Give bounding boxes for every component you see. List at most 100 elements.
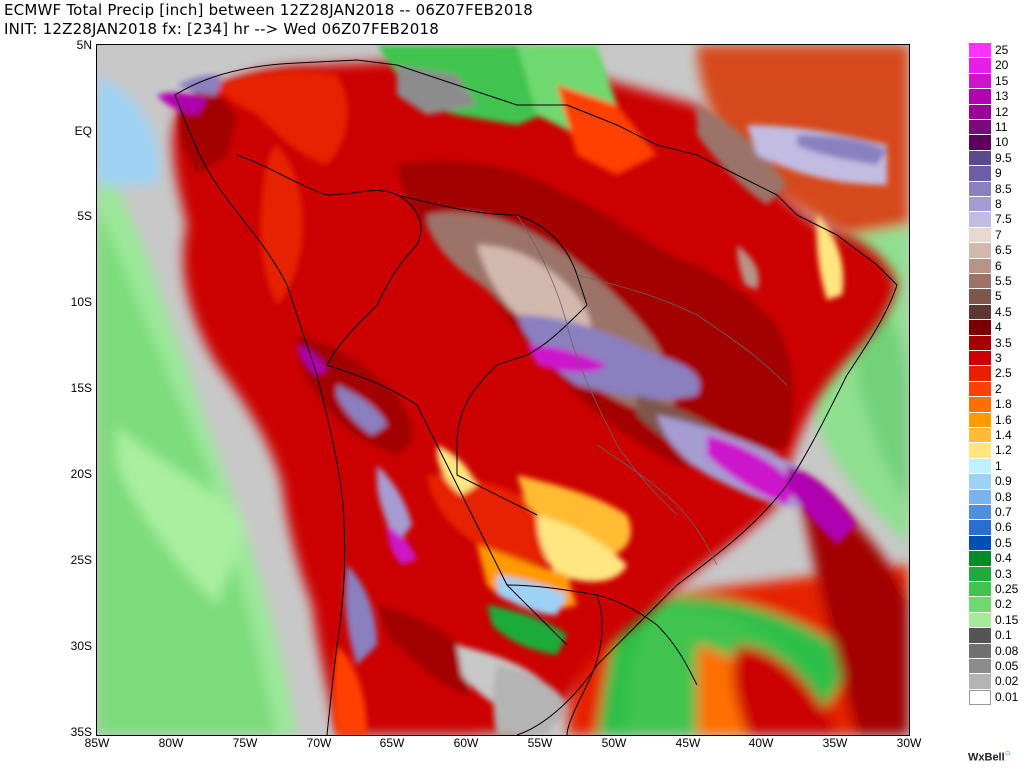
lat-label-30s: 30S xyxy=(70,639,92,653)
lon-label-60w: 60W xyxy=(453,736,479,750)
legend-label: 3.5 xyxy=(995,335,1012,350)
legend-swatch xyxy=(969,659,991,675)
legend-swatch xyxy=(969,135,991,151)
legend-swatch xyxy=(969,43,991,59)
legend-item: 2 xyxy=(969,381,1021,398)
lon-label-55w: 55W xyxy=(527,736,553,750)
wxbell-credit: WxBell○ xyxy=(968,748,1011,764)
legend-item: 0.4 xyxy=(969,551,1021,567)
legend-swatch xyxy=(969,320,991,336)
legend-label: 5.5 xyxy=(995,274,1012,288)
legend-swatch xyxy=(969,597,991,613)
wxbell-dot-icon: ○ xyxy=(1004,748,1011,759)
lon-label-40w: 40W xyxy=(748,736,774,750)
legend-label: 0.7 xyxy=(995,505,1012,519)
credit-text: WxBell xyxy=(968,751,1005,764)
legend-swatch xyxy=(969,520,991,536)
legend-item: 5 xyxy=(969,289,1021,305)
legend-label: 11 xyxy=(995,120,1008,134)
legend-swatch xyxy=(969,612,991,629)
legend-item: 0.08 xyxy=(969,643,1021,659)
legend-swatch xyxy=(969,89,991,105)
legend-swatch xyxy=(969,381,991,398)
lat-label-15s: 15S xyxy=(70,381,92,395)
precipitation-map-canvas xyxy=(97,45,909,735)
legend-item: 0.9 xyxy=(969,474,1021,490)
lon-label-30w: 30W xyxy=(896,736,922,750)
legend-label: 13 xyxy=(995,89,1009,104)
legend-swatch xyxy=(969,489,991,505)
legend-swatch xyxy=(969,166,991,182)
legend-swatch xyxy=(969,566,991,582)
legend-item: 6.5 xyxy=(969,243,1021,259)
legend-item: 8.5 xyxy=(969,181,1021,197)
legend-item: 7 xyxy=(969,227,1021,244)
legend-swatch xyxy=(969,366,991,382)
legend-label: 6 xyxy=(995,258,1002,273)
legend-label: 1.4 xyxy=(995,428,1012,442)
legend-swatch xyxy=(969,104,991,120)
legend-item: 6 xyxy=(969,258,1021,274)
legend-label: 2.5 xyxy=(995,366,1012,381)
legend-swatch xyxy=(969,674,991,690)
legend-label: 0.02 xyxy=(995,674,1019,689)
legend-label: 6.5 xyxy=(995,243,1012,258)
map-subtitle: INIT: 12Z28JAN2018 fx: [234] hr --> Wed … xyxy=(4,20,440,38)
legend-item: 0.01 xyxy=(969,689,1021,706)
legend-swatch xyxy=(969,689,991,706)
legend-item: 2.5 xyxy=(969,366,1021,382)
legend-label: 1.6 xyxy=(995,412,1012,427)
legend-label: 3 xyxy=(995,351,1002,365)
legend-label: 0.05 xyxy=(995,659,1019,673)
lon-label-75w: 75W xyxy=(232,736,258,750)
legend-item: 0.7 xyxy=(969,505,1021,521)
precipitation-map[interactable] xyxy=(96,44,910,736)
legend-swatch xyxy=(969,150,991,167)
legend-label: 0.25 xyxy=(995,582,1019,596)
legend-item: 1 xyxy=(969,458,1021,475)
map-title: ECMWF Total Precip [inch] between 12Z28J… xyxy=(4,1,534,19)
legend-label: 0.01 xyxy=(995,689,1019,704)
legend-swatch xyxy=(969,505,991,521)
legend-swatch xyxy=(969,628,991,644)
legend-item: 9 xyxy=(969,166,1021,182)
legend-swatch xyxy=(969,274,991,290)
legend-swatch xyxy=(969,397,991,413)
lat-label-25s: 25S xyxy=(70,553,92,567)
legend-item: 0.3 xyxy=(969,566,1021,582)
legend-swatch xyxy=(969,335,991,351)
legend-label: 25 xyxy=(995,43,1009,57)
legend-item: 13 xyxy=(969,89,1021,105)
lat-label-5n: 5N xyxy=(76,38,92,52)
legend-label: 1.2 xyxy=(995,443,1012,458)
legend-item: 25 xyxy=(969,43,1021,59)
legend-label: 4 xyxy=(995,320,1002,335)
precip-colorbar-legend: 25 20 15 13 12 11 10 9.5 9 8.5 8 7.5 7 6.5 6 5.5 5 4.5 4 3.… xyxy=(969,43,1021,753)
legend-item: 0.25 xyxy=(969,582,1021,598)
legend-swatch xyxy=(969,227,991,244)
legend-swatch xyxy=(969,474,991,490)
lat-label-5s: 5S xyxy=(77,209,92,223)
legend-item: 0.05 xyxy=(969,659,1021,675)
lon-label-70w: 70W xyxy=(306,736,332,750)
lon-label-45w: 45W xyxy=(675,736,701,750)
legend-item: 10 xyxy=(969,135,1021,151)
legend-swatch xyxy=(969,458,991,475)
legend-item: 4 xyxy=(969,320,1021,336)
legend-item: 0.1 xyxy=(969,628,1021,644)
legend-item: 20 xyxy=(969,58,1021,74)
legend-label: 8 xyxy=(995,197,1002,211)
legend-item: 0.8 xyxy=(969,489,1021,505)
legend-item: 1.6 xyxy=(969,412,1021,428)
legend-swatch xyxy=(969,551,991,567)
legend-swatch xyxy=(969,212,991,228)
legend-label: 15 xyxy=(995,73,1009,88)
legend-label: 9.5 xyxy=(995,150,1012,165)
legend-label: 4.5 xyxy=(995,304,1012,319)
legend-swatch xyxy=(969,428,991,444)
legend-item: 0.02 xyxy=(969,674,1021,690)
lon-label-85w: 85W xyxy=(84,736,110,750)
legend-swatch xyxy=(969,643,991,659)
legend-swatch xyxy=(969,197,991,213)
legend-label: 0.3 xyxy=(995,566,1012,581)
